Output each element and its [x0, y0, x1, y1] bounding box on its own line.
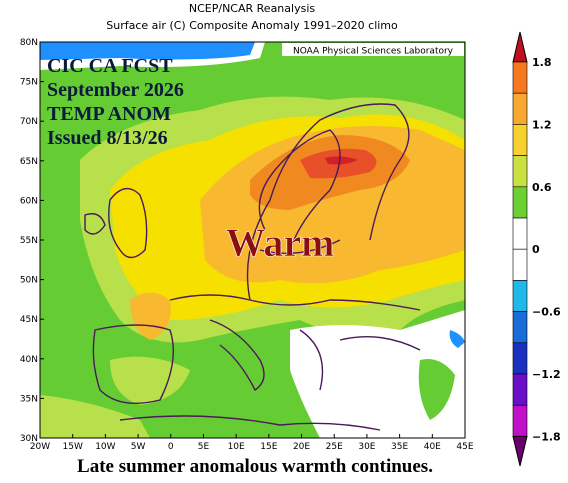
lat-label: 60N — [20, 196, 38, 206]
lon-label: 25E — [326, 442, 343, 452]
colorbar-band — [512, 186, 528, 219]
header-line1: NCEP/NCAR Reanalysis — [189, 2, 315, 15]
lon-label: 40E — [424, 442, 441, 452]
colorbar-band — [512, 61, 528, 94]
colorbar-label: 1.2 — [532, 118, 552, 131]
lat-label: 75N — [20, 78, 38, 88]
lat-label: 80N — [20, 38, 38, 48]
colorbar-band — [512, 124, 528, 156]
lon-label: 15W — [63, 442, 83, 452]
colorbar-cap — [512, 435, 528, 467]
lon-label: 5E — [198, 442, 210, 452]
overlay-line: CIC CA FCST — [47, 55, 173, 77]
overlay-line: September 2026 — [47, 79, 184, 101]
lat-label: 70N — [20, 117, 38, 127]
overlay-line: Issued 8/13/26 — [47, 127, 168, 149]
colorbar: 1.8 1.2 0.6 0 −0.6 −1.2 −1.8 — [512, 31, 561, 467]
colorbar-band — [512, 373, 528, 406]
colorbar-label: 0.6 — [532, 181, 552, 194]
colorbar-band — [512, 92, 528, 125]
lat-label: 50N — [20, 276, 38, 286]
lon-label: 10W — [95, 442, 115, 452]
lon-label: 20E — [293, 442, 310, 452]
lon-label: 5W — [131, 442, 146, 452]
lon-label: 10E — [228, 442, 245, 452]
header-line2: Surface air (C) Composite Anomaly 1991–2… — [106, 19, 398, 32]
colorbar-label: 1.8 — [532, 56, 552, 69]
lon-label: 45E — [456, 442, 473, 452]
caption: Late summer anomalous warmth continues. — [77, 456, 433, 477]
colorbar-band — [512, 217, 528, 250]
lat-label: 30N — [20, 434, 38, 444]
lat-label: 65N — [20, 157, 38, 167]
colorbar-band — [512, 404, 528, 437]
colorbar-band — [512, 311, 528, 344]
colorbar-band — [512, 280, 528, 312]
lon-label: 20W — [30, 442, 50, 452]
overlay-line: TEMP ANOM — [47, 103, 171, 125]
colorbar-band — [512, 342, 528, 375]
colorbar-band — [512, 248, 528, 281]
colorbar-label: 0 — [532, 243, 540, 256]
warm-label: Warm — [226, 220, 335, 265]
lon-label: 15E — [260, 442, 277, 452]
lat-label: 40N — [20, 355, 38, 365]
colorbar-label: −0.6 — [532, 306, 561, 319]
colorbar-cap — [512, 31, 528, 63]
colorbar-label: −1.2 — [532, 368, 561, 381]
lat-label: 35N — [20, 394, 38, 404]
colorbar-band — [512, 155, 528, 188]
lat-label: 55N — [20, 236, 38, 246]
credit: NOAA Physical Sciences Laboratory — [293, 47, 454, 57]
lon-label: 35E — [391, 442, 408, 452]
credit-box — [282, 43, 464, 56]
lat-label: 45N — [20, 315, 38, 325]
lon-label: 0 — [168, 442, 174, 452]
lon-label: 30E — [358, 442, 375, 452]
colorbar-label: −1.8 — [532, 430, 561, 443]
map-fill — [40, 42, 465, 438]
